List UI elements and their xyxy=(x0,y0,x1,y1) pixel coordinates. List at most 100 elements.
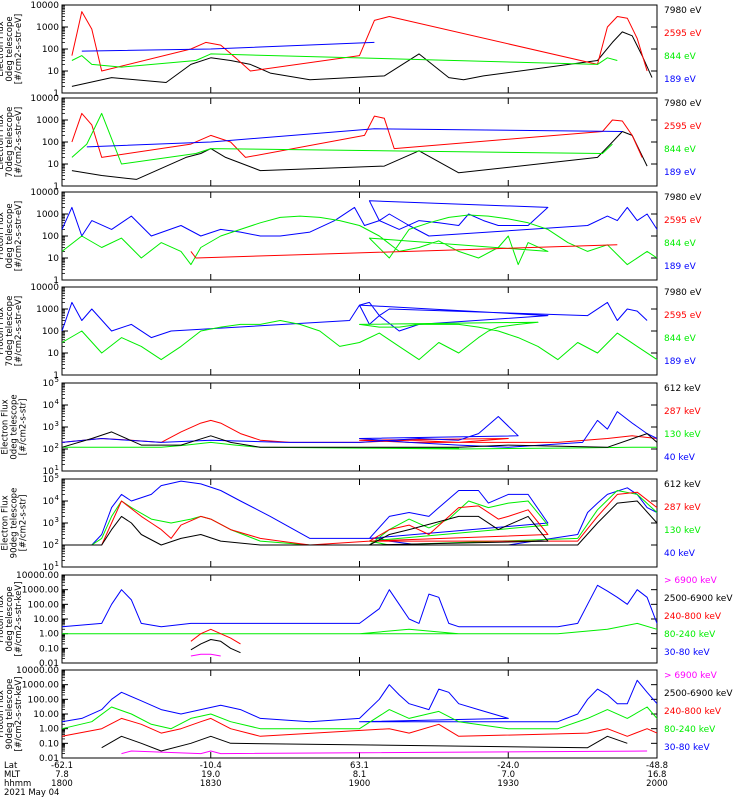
panel-1-series-2 xyxy=(71,11,648,72)
panel-8-ytick-label: 0.10 xyxy=(39,739,59,749)
panel-5-ytick-label: 10 xyxy=(43,467,55,477)
panel-1-ytick-label: 1 xyxy=(53,89,59,99)
panel-1-ylabel-line: [#/cm2-s-str-eV] xyxy=(14,14,24,84)
panel-7-legend-item: 80-240 keV xyxy=(664,630,716,640)
xaxis-row-label: Lat xyxy=(4,761,18,771)
panel-4-series-2 xyxy=(61,320,658,361)
panel-8-series-5 xyxy=(121,750,648,755)
panel-6-ytick-label: 10 xyxy=(43,475,55,485)
panel-7-legend-item: > 6900 keV xyxy=(664,576,718,586)
panel-8-ytick-label: 10000.00 xyxy=(16,666,59,676)
panel-7-ylabel-line: 0deg telescope xyxy=(5,586,15,651)
panel-7-legend-item: 2500-6900 keV xyxy=(664,594,733,604)
panel-7-ytick-label: 10.00 xyxy=(33,615,59,625)
panel-3-series-2 xyxy=(61,214,658,266)
panel-8-ytick-label: 1.00 xyxy=(39,725,59,735)
panel-3-ytick-label: 10 xyxy=(48,254,60,264)
panel-1-series-4 xyxy=(81,41,375,52)
panel-3-series-3 xyxy=(190,244,618,259)
panel-8-series-2 xyxy=(61,706,658,730)
panel-6-ylabel-line: MEPED xyxy=(0,508,2,538)
panel-6-ytick-label: 10 xyxy=(43,519,55,529)
panel-6-ylabel-line: Electron Flux xyxy=(1,495,11,550)
panel-8-series-1 xyxy=(61,679,658,723)
panel-6-series-1 xyxy=(62,480,658,546)
panel-5-ylabel-line: Electron Flux xyxy=(1,399,11,454)
panel-5-series-2 xyxy=(61,419,658,443)
panel-1-series-3 xyxy=(71,53,618,68)
panel-2-ylabel-line: [#/cm2-s-str-eV] xyxy=(14,107,24,177)
panel-4-frame xyxy=(61,286,658,376)
panel-4-legend-item: 189 eV xyxy=(664,357,697,367)
panel-6-legend-item: 130 keV xyxy=(664,526,701,536)
panel-4-ytick-label: 10000 xyxy=(30,283,59,293)
panel-4-ytick-label: 10 xyxy=(48,349,60,359)
panel-2-ylabel-line: 70deg telescope xyxy=(5,107,15,178)
panel-1-legend-item: 189 eV xyxy=(664,75,697,85)
panel-4-ytick-label: 1 xyxy=(53,371,59,381)
xaxis-tick-label: 7.0 xyxy=(501,770,515,780)
panel-4-ytick-label: 100 xyxy=(42,327,59,337)
panel-7-ytick-label: 100.00 xyxy=(28,600,60,610)
panel-8-ylabel-line: [#/cm2-s-str-keV] xyxy=(14,677,24,752)
panel-6-ytick-label: 10 xyxy=(43,541,55,551)
date-label: 2021 May 04 xyxy=(4,788,59,798)
panel-5-ylabel-line: [#/cm2-s-str] xyxy=(19,399,29,456)
panel-4-series-1 xyxy=(61,301,648,339)
panel-6-ytick-label: 10 xyxy=(43,563,55,573)
panel-7-ytick-label: 1.00 xyxy=(39,630,59,640)
panel-2-ytick-label: 1 xyxy=(53,182,59,192)
panel-1-legend-item: 7980 eV xyxy=(664,6,702,16)
xaxis-tick-label: -48.8 xyxy=(646,761,668,771)
panel-3-legend-item: 189 eV xyxy=(664,262,697,272)
panel-6-ylabel-line: 90deg telescope xyxy=(10,488,20,559)
xaxis-tick-label: 1800 xyxy=(51,779,73,789)
panel-7-ytick-label: 1000.00 xyxy=(22,586,59,596)
panel-8-ytick-label: 1000.00 xyxy=(22,681,59,691)
panel-1-series-1 xyxy=(71,31,653,87)
panel-8-legend-item: 240-800 keV xyxy=(664,707,722,717)
panel-7-ylabel-line: [#/cm2-s-str-keV] xyxy=(14,582,24,657)
panel-1-legend-item: 844 eV xyxy=(664,52,697,62)
panel-2-legend-item: 189 eV xyxy=(664,168,697,178)
panel-1-legend-item: 2595 eV xyxy=(664,29,702,39)
panel-6-ytick-label: 10 xyxy=(43,497,55,507)
panel-1-ylabel-line: 0deg telescope xyxy=(5,16,15,81)
panel-8-legend-item: 80-240 keV xyxy=(664,725,716,735)
panel-5-legend-item: 612 keV xyxy=(664,384,701,394)
panel-8-ytick-label: 10.00 xyxy=(33,710,59,720)
panel-7-series-5 xyxy=(190,653,221,657)
panel-1-frame xyxy=(61,4,658,94)
xaxis-tick-label: -62.1 xyxy=(51,761,73,771)
xaxis-tick-label: 1900 xyxy=(349,779,371,789)
panel-2-ytick-label: 10 xyxy=(48,160,60,170)
panel-5-ytick-exponent: 4 xyxy=(55,398,60,406)
panel-4-legend-item: 844 eV xyxy=(664,334,697,344)
panel-3-ytick-label: 100 xyxy=(42,232,59,242)
panel-1-ytick-label: 10 xyxy=(48,67,60,77)
panel-8-ytick-label: 0.01 xyxy=(39,754,59,764)
panel-7-ylabel-line: Proton Flux xyxy=(0,595,6,643)
panel-2-ytick-label: 10000 xyxy=(30,94,59,104)
panel-8-legend-item: > 6900 keV xyxy=(664,671,718,681)
panel-4-ylabel-line: 70deg telescope xyxy=(5,296,15,367)
xaxis-tick-label: 7.8 xyxy=(55,770,69,780)
panel-2-series-3 xyxy=(71,112,613,165)
panel-8-ylabel-line: 90deg telescope xyxy=(5,679,15,750)
panel-3-ylabel-line: Proton Flux xyxy=(0,212,6,260)
panel-5-ytick-label: 10 xyxy=(43,445,55,455)
panel-6-ytick-exponent: 3 xyxy=(55,516,59,524)
panel-6-series-4 xyxy=(62,500,658,546)
xaxis-tick-label: -24.0 xyxy=(497,761,519,771)
panel-5-legend-item: 130 keV xyxy=(664,430,701,440)
panel-5-ytick-exponent: 5 xyxy=(55,376,59,384)
panel-6-ylabel-line: [#/cm2-s-str] xyxy=(19,495,29,552)
panel-5-ylabel-line: MEPED xyxy=(0,412,2,442)
panel-4-ytick-label: 1000 xyxy=(36,305,59,315)
panel-3-legend-item: 2595 eV xyxy=(664,216,702,226)
panel-4-ylabel-line: [#/cm2-s-str-eV] xyxy=(14,296,24,366)
panel-5-ytick-exponent: 2 xyxy=(55,442,59,450)
panel-6-series-2 xyxy=(62,490,658,546)
panel-3-ylabel-line: 0deg telescope xyxy=(5,203,15,268)
